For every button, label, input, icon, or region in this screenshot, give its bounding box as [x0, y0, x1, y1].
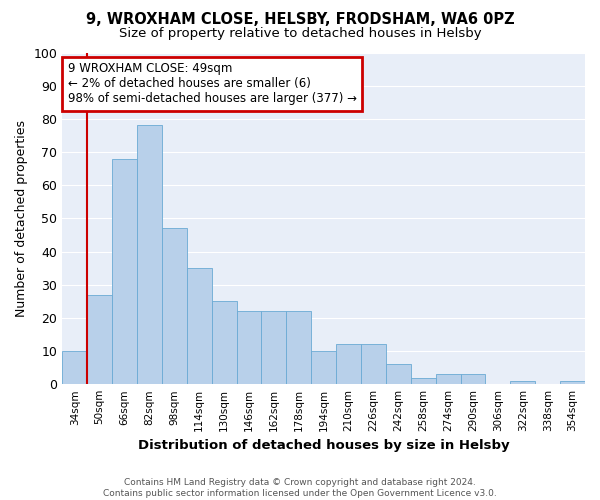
Bar [187, 268, 212, 384]
Bar [560, 381, 585, 384]
Bar [361, 344, 386, 384]
Bar [436, 374, 461, 384]
Bar [212, 302, 236, 384]
Bar [112, 158, 137, 384]
Bar [236, 311, 262, 384]
Bar [62, 351, 87, 384]
Bar [411, 378, 436, 384]
Text: Size of property relative to detached houses in Helsby: Size of property relative to detached ho… [119, 28, 481, 40]
Text: Contains HM Land Registry data © Crown copyright and database right 2024.
Contai: Contains HM Land Registry data © Crown c… [103, 478, 497, 498]
X-axis label: Distribution of detached houses by size in Helsby: Distribution of detached houses by size … [138, 440, 509, 452]
Text: 9 WROXHAM CLOSE: 49sqm
← 2% of detached houses are smaller (6)
98% of semi-detac: 9 WROXHAM CLOSE: 49sqm ← 2% of detached … [68, 62, 356, 106]
Bar [461, 374, 485, 384]
Y-axis label: Number of detached properties: Number of detached properties [15, 120, 28, 317]
Text: 9, WROXHAM CLOSE, HELSBY, FRODSHAM, WA6 0PZ: 9, WROXHAM CLOSE, HELSBY, FRODSHAM, WA6 … [86, 12, 514, 28]
Bar [162, 228, 187, 384]
Bar [336, 344, 361, 384]
Bar [311, 351, 336, 384]
Bar [137, 126, 162, 384]
Bar [511, 381, 535, 384]
Bar [286, 311, 311, 384]
Bar [87, 294, 112, 384]
Bar [386, 364, 411, 384]
Bar [262, 311, 286, 384]
